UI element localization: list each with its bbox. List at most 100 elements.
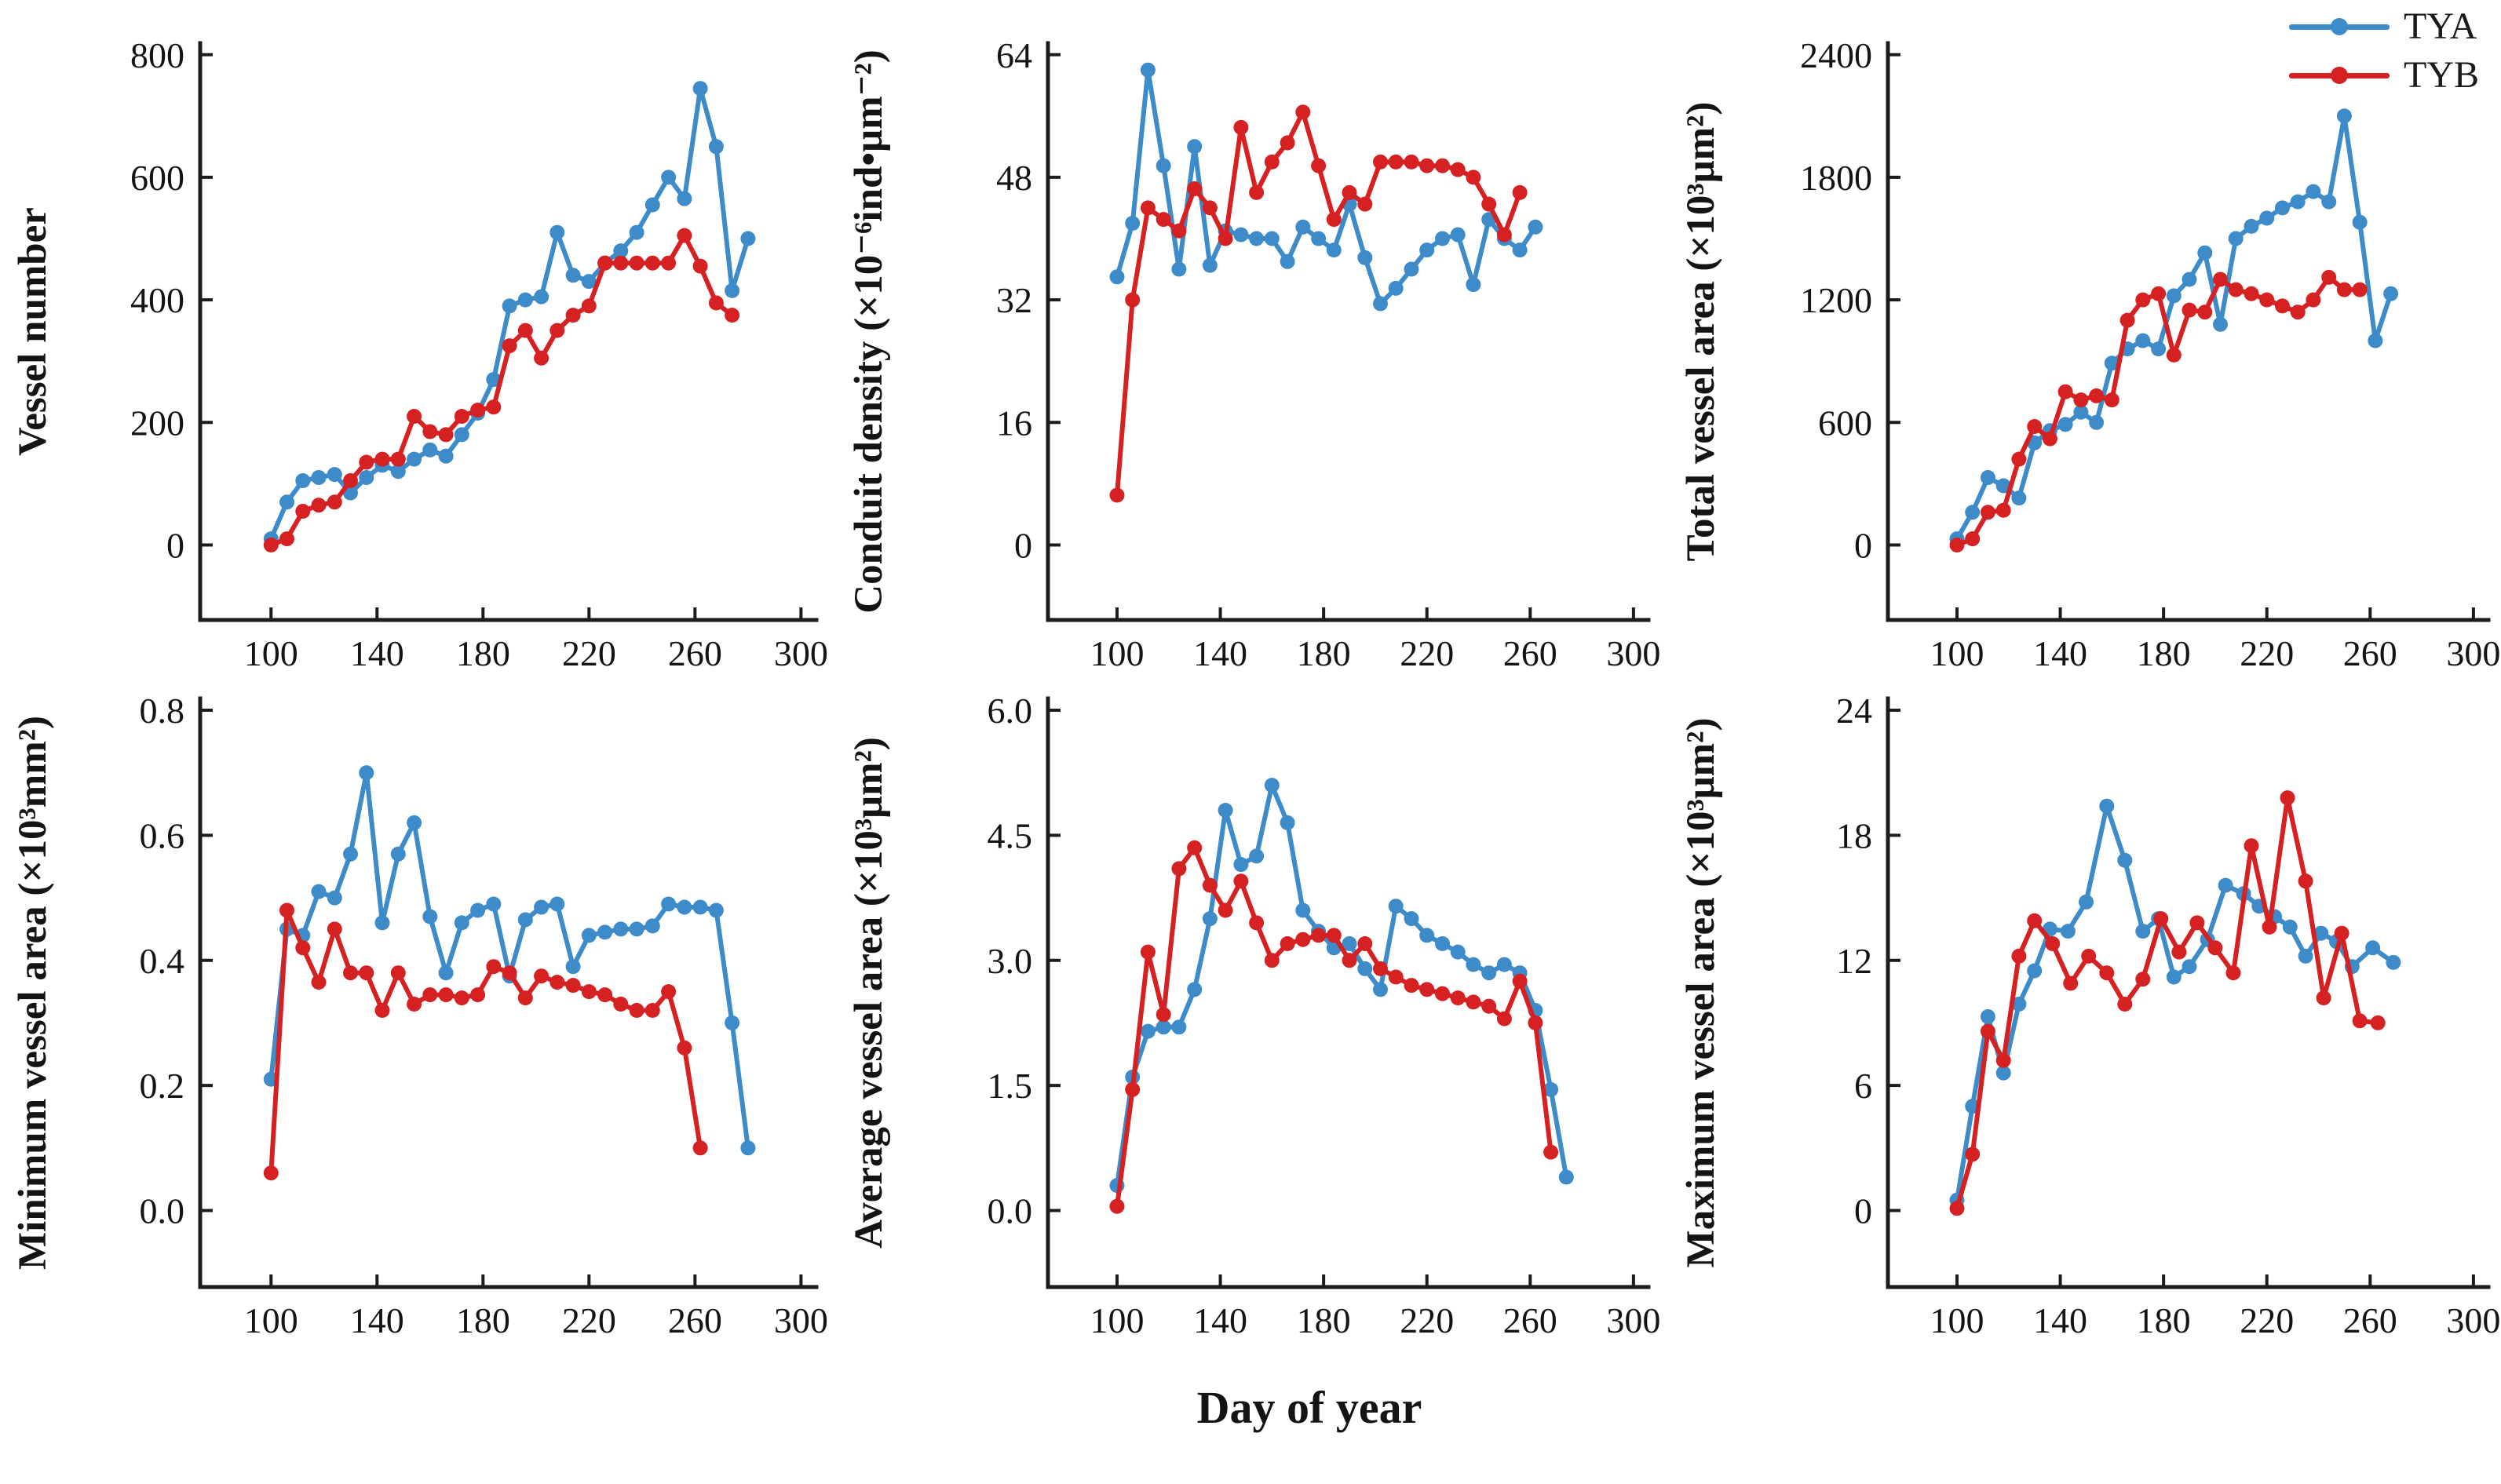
y-tick-label: 18 [1836,815,1872,855]
tyb-marker [565,978,581,994]
tya-marker [2073,404,2089,420]
tyb-marker [1171,861,1187,877]
x-tick-label: 100 [244,633,298,671]
tya-marker [740,231,756,246]
tyb-marker [502,338,517,354]
chart-average-vessel-area: 100 140 180 220 260 300 0.0 1.5 3.0 4.5 6.0 Average… [836,671,1668,1377]
tyb-marker [1342,184,1357,200]
tya-marker [470,902,486,918]
tya-marker [2011,490,2027,506]
tyb-marker [2011,451,2027,467]
tya-marker [1357,961,1373,976]
tya-marker [613,243,629,259]
tyb-marker [1342,953,1357,968]
chart-vessel-number: 100 140 180 220 260 300 0 200 400 600 800 Vessel nu… [0,0,836,671]
tyb-marker [661,255,677,271]
tya-marker [2282,919,2298,935]
y-tick-label: 400 [130,280,184,320]
tya-marker [438,965,454,981]
tya-marker [1466,957,1481,972]
chart-total-vessel-area: 100 140 180 220 260 300 0 600 1200 1800 2400 Total … [1668,0,2501,671]
series-tya [1109,778,1574,1194]
tyb-marker [311,975,327,990]
tyb-marker [1311,158,1327,173]
tya-marker [1435,231,1450,246]
y-tick-label: 0.0 [988,1191,1033,1231]
tya-marker [295,473,311,488]
tya-marker [1311,231,1327,246]
tyb-marker [343,965,358,981]
tyb-marker [2042,431,2057,447]
tyb-marker [1233,873,1249,889]
tyb-marker [644,255,660,271]
x-tick-label: 260 [2343,1300,2397,1340]
tya-marker [359,470,374,485]
tya-marker [1218,803,1233,818]
x-tick-label: 300 [1606,633,1660,671]
tya-marker [517,292,533,308]
tya-marker [2027,963,2043,979]
tyb-marker [1481,998,1497,1014]
tya-marker [2290,194,2306,210]
tyb-marker [644,1003,660,1018]
tya-marker [1965,505,1981,520]
tya-marker [2151,341,2167,357]
axis-spines [1886,41,2491,622]
tyb-marker [343,473,358,488]
tya-marker [374,915,390,931]
tya-marker [1233,857,1249,873]
tyb-marker [295,504,311,519]
tya-marker [661,170,677,185]
tyb-marker [359,965,374,981]
tya-marker [581,274,597,290]
tyb-marker [549,975,565,990]
tya-marker [1388,280,1404,296]
tya-marker [2365,940,2381,956]
tyb-marker [613,255,629,271]
tya-marker [1404,911,1419,927]
tya-marker [2060,924,2076,939]
tyb-marker [2063,975,2079,991]
tya-marker [486,372,502,388]
chart-canvas-conduit-density: 100 140 180 220 260 300 0 16 32 48 64 Conduit densi… [847,35,1660,671]
tyb-marker [486,959,502,975]
y-tick-label: 24 [1836,691,1872,731]
legend-label-tya: TYA [2404,5,2477,47]
tya-marker [1140,62,1156,78]
tyb-marker [677,228,692,243]
tyb-marker [1965,1147,1981,1162]
tya-marker [2166,969,2182,985]
tya-marker [1187,982,1203,997]
tyb-marker [2189,915,2205,931]
tyb-marker [502,965,517,981]
tyb-marker [1326,212,1342,228]
tyb-marker [327,921,342,937]
y-axis-title: Total vessel area (×10³μm²) [1679,102,1723,562]
tyb-marker [2244,286,2259,301]
x-tick-label: 220 [562,1300,616,1340]
tyb-marker [2275,298,2290,314]
axes: 100 140 180 220 260 300 0.0 1.5 3.0 4.5 6.0 [988,691,1661,1340]
tyb-marker [517,323,533,338]
tyb-marker [407,409,422,424]
tya-marker [1481,965,1497,981]
tya-marker [359,765,374,781]
tya-marker [1156,158,1171,173]
tya-marker [1357,250,1373,265]
tyb-marker [2135,972,2151,987]
tyb-marker [1249,184,1265,200]
tyb-marker [327,494,342,510]
tya-marker [629,921,644,937]
tyb-marker [1496,227,1512,242]
x-tick-label: 260 [2343,633,2397,671]
x-tick-label: 220 [562,633,616,671]
tyb-marker [2197,304,2213,320]
tyb-marker [565,308,581,323]
tya-marker [502,298,517,314]
y-tick-label: 32 [996,280,1032,320]
tya-marker [2166,288,2182,304]
tyb-marker [2119,312,2135,328]
tyb-marker [438,987,454,1003]
tyb-marker [534,350,549,366]
